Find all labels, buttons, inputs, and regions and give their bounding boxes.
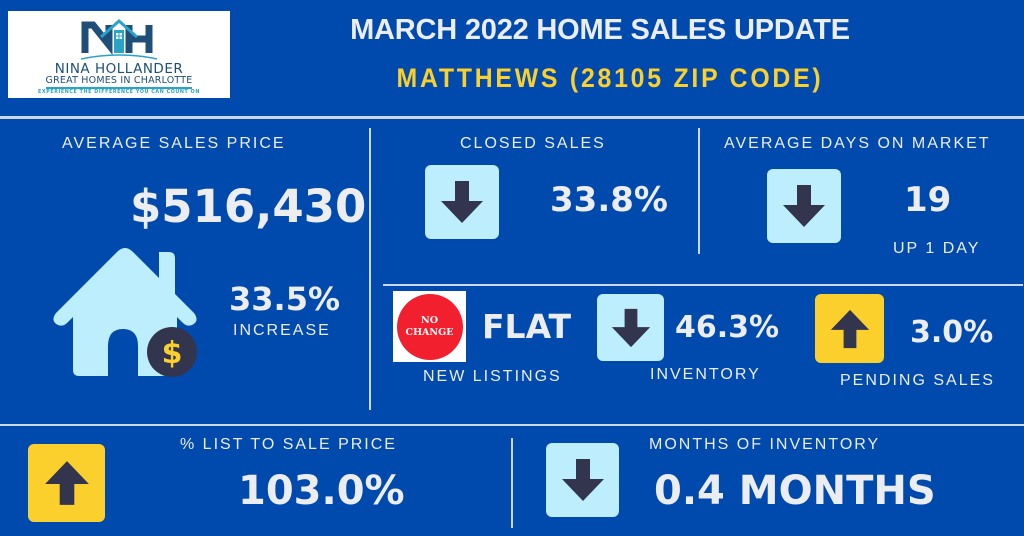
no-change-line1: NO [421,314,438,326]
arrow-up-icon [830,309,869,348]
logo-subtitle: GREAT HOMES IN CHARLOTTE [45,76,193,89]
company-logo: NINA HOLLANDER GREAT HOMES IN CHARLOTTE … [8,11,230,98]
page-subtitle: MATTHEWS (28105 ZIP CODE) [396,63,824,93]
inventory-value: 46.3% [675,310,780,345]
arrow-down-icon [441,181,483,223]
divider-middle [383,284,1023,286]
pending-sales-value: 3.0% [910,315,994,350]
avg-sales-price-label: AVERAGE SALES PRICE [62,135,286,152]
house-dollar-icon: $ [53,248,197,377]
avg-dom-label: AVERAGE DAYS ON MARKET [724,135,991,152]
closed-sales-label: CLOSED SALES [460,135,606,152]
no-change-circle-icon: NO CHANGE [396,293,463,360]
months-inventory-value: 0.4 MONTHS [654,468,936,514]
avg-dom-value: 19 [904,180,952,220]
header-divider [0,116,1024,119]
pending-sales-label: PENDING SALES [840,372,995,389]
avg-sales-price-change: 33.5% [229,280,341,318]
avg-dom-trend [767,169,841,243]
logo-name: NINA HOLLANDER [54,61,184,77]
closed-sales-trend [425,165,499,239]
arrow-up-icon [44,461,89,505]
avg-dom-note: UP 1 DAY [893,240,981,257]
pending-sales-trend [815,294,884,363]
no-change-line2: CHANGE [405,326,454,338]
months-inventory-label: MONTHS OF INVENTORY [649,436,881,453]
divider-vertical-left [369,128,371,410]
arrow-down-icon [783,185,825,227]
inventory-label: INVENTORY [650,366,761,383]
svg-text:$: $ [162,336,183,371]
logo-tagline: EXPERIENCE THE DIFFERENCE YOU CAN COUNT … [38,90,200,95]
divider-vertical-bottom [511,438,513,528]
months-inventory-trend [546,443,619,517]
inventory-trend [597,294,664,361]
list-to-sale-trend [28,444,105,522]
divider-vertical-right [698,128,700,254]
new-listings-label: NEW LISTINGS [423,368,562,385]
divider-bottom [0,424,1024,426]
closed-sales-value: 33.8% [550,180,668,220]
arrow-down-icon [611,308,650,347]
avg-sales-price-direction: INCREASE [233,322,331,339]
avg-sales-price-value: $516,430 [130,180,367,233]
page-title: MARCH 2022 HOME SALES UPDATE [350,14,850,46]
nh-house-logo-icon [80,18,158,60]
new-listings-value: FLAT [482,307,572,346]
list-to-sale-value: 103.0% [238,468,405,514]
no-change-badge: NO CHANGE [393,291,466,362]
arrow-down-icon [561,459,604,501]
list-to-sale-label: % LIST TO SALE PRICE [180,436,397,453]
